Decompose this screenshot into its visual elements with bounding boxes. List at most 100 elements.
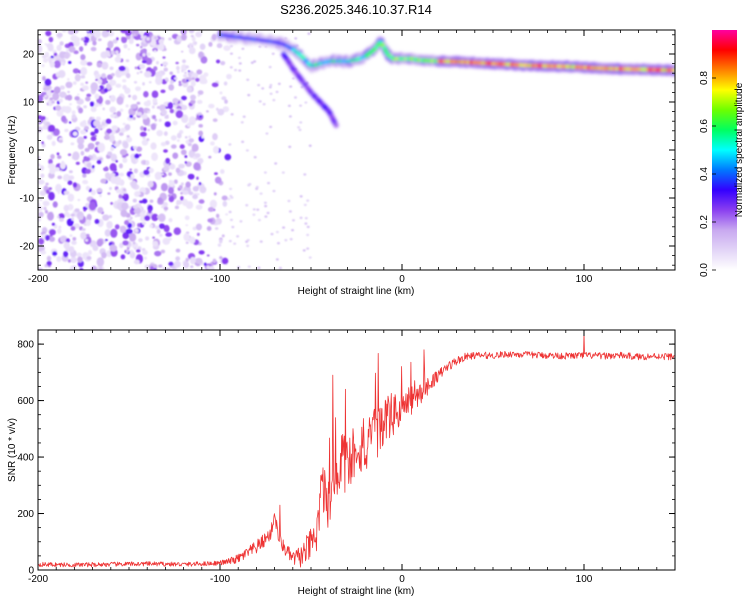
spectrogram-cell xyxy=(230,196,234,199)
spectrogram-cell xyxy=(186,122,191,128)
spectrogram-cell xyxy=(128,94,131,98)
spectrogram-cell xyxy=(237,56,241,60)
spectrogram-cell xyxy=(90,106,97,113)
spectrogram-cell xyxy=(78,107,84,114)
spectrogram-cell xyxy=(86,233,90,237)
spectrogram-cell xyxy=(298,128,302,132)
spectrogram-cell xyxy=(233,242,237,245)
spectrogram-cell xyxy=(109,66,114,71)
spectrogram-cell xyxy=(172,97,179,104)
spectrogram-cell xyxy=(116,37,119,41)
spectrogram-cell xyxy=(55,105,62,111)
spectrogram-cell xyxy=(169,108,175,114)
spectrogram-cell xyxy=(181,114,189,123)
spectrogram-cell xyxy=(136,249,141,253)
snr-frame xyxy=(37,329,676,571)
spectrogram-cell xyxy=(198,182,202,186)
spectrogram-cell xyxy=(96,159,102,165)
spectrogram-cell xyxy=(199,114,202,118)
spectrogram-cell xyxy=(109,244,118,252)
spectrogram-cell xyxy=(289,237,293,241)
spectrogram-cell xyxy=(200,56,208,64)
spectrogram-cell xyxy=(238,62,242,65)
spectrogram-cell xyxy=(63,241,70,250)
spectrogram-cell xyxy=(121,36,128,44)
spectrogram-cell xyxy=(130,173,135,179)
spectrogram-cell xyxy=(90,136,97,142)
spectrogram-cell xyxy=(39,198,43,202)
spectrogram-cell xyxy=(86,93,92,98)
spectrogram-cell xyxy=(42,200,50,207)
spectrogram-cell xyxy=(155,60,159,65)
spectrogram-cell xyxy=(122,141,129,149)
spectrogram-cell xyxy=(197,157,204,164)
spectrogram-cell xyxy=(142,136,146,140)
spectrogram-cell xyxy=(140,125,145,131)
spectrogram-cell xyxy=(86,213,92,221)
spectrogram-cell xyxy=(94,73,102,80)
spectrogram-cell xyxy=(133,33,136,37)
spectrogram-cell xyxy=(83,135,87,139)
spectrogram-cell xyxy=(165,157,171,164)
spectrogram-cell xyxy=(214,176,222,184)
spectrogram-cell xyxy=(70,226,76,231)
spectrogram-cell xyxy=(53,52,58,57)
spectrogram-cell xyxy=(45,234,50,241)
spectrogram-cell xyxy=(126,136,133,143)
spectrogram-cell xyxy=(78,215,84,220)
spectrogram-cell xyxy=(120,30,127,34)
spectrogram-cell xyxy=(164,77,169,81)
spectrogram-cell xyxy=(272,189,276,193)
spectrogram-cell xyxy=(191,36,196,42)
spectrogram-cell xyxy=(62,173,71,182)
spectrogram-cell xyxy=(154,225,160,230)
spectrogram-cell xyxy=(198,250,205,255)
spectrogram-cell xyxy=(184,215,190,221)
spectrogram-x-axis: -200 -100 0 100 xyxy=(28,30,676,285)
spectrogram-cell xyxy=(115,83,122,88)
spectrogram-cell xyxy=(242,115,246,118)
spectrogram-cell xyxy=(234,68,238,72)
spectrogram-cell xyxy=(116,189,121,194)
spectrogram-cell xyxy=(306,199,310,202)
spectrogram-cell xyxy=(104,172,111,179)
spectrogram-cell xyxy=(165,267,171,270)
spectrogram-cell xyxy=(51,100,55,104)
spectrogram-cell xyxy=(51,140,56,146)
spectrogram-cell xyxy=(41,64,45,68)
spectrogram-cell xyxy=(110,176,118,184)
spectrogram-cell xyxy=(107,30,115,37)
spectrogram-cell xyxy=(70,34,78,42)
spectrogram-cell xyxy=(135,159,139,163)
spectrogram-cell xyxy=(181,69,184,73)
spectrogram-cell xyxy=(173,260,181,268)
spectrogram-cell xyxy=(99,194,102,198)
spectrogram-cell xyxy=(98,266,103,270)
spectrogram-cell xyxy=(126,135,130,138)
spectrogram-cell xyxy=(198,124,203,128)
spectrogram-cell xyxy=(190,80,196,87)
spectrogram-cell xyxy=(58,217,64,222)
spectrogram-cell xyxy=(214,172,218,175)
spectrogram-cell xyxy=(55,183,62,193)
spectrogram-cell xyxy=(84,125,89,131)
spectrogram-cell xyxy=(175,248,181,253)
spectrogram-cell xyxy=(52,128,60,136)
spectrogram-cell xyxy=(42,120,47,125)
spectrogram-cell xyxy=(102,107,105,111)
spectrogram-cell xyxy=(162,237,171,245)
spectrogram-cell xyxy=(97,78,103,85)
spectrogram-cell xyxy=(80,59,88,66)
spectrogram-cell xyxy=(212,133,218,141)
spectrogram-cell xyxy=(268,65,272,69)
spectrogram-cell xyxy=(152,240,159,247)
spectrogram-cell xyxy=(70,213,75,217)
x-tick-label: 0 xyxy=(399,574,405,585)
spectrogram-cell xyxy=(210,141,215,146)
spectrogram-cell xyxy=(91,265,97,270)
spectrogram-cell xyxy=(90,82,99,92)
spectrogram-cell xyxy=(271,52,275,56)
spectrogram-cell xyxy=(55,72,60,78)
spectrogram-cell xyxy=(70,256,77,264)
spectrogram-cell xyxy=(93,30,101,39)
